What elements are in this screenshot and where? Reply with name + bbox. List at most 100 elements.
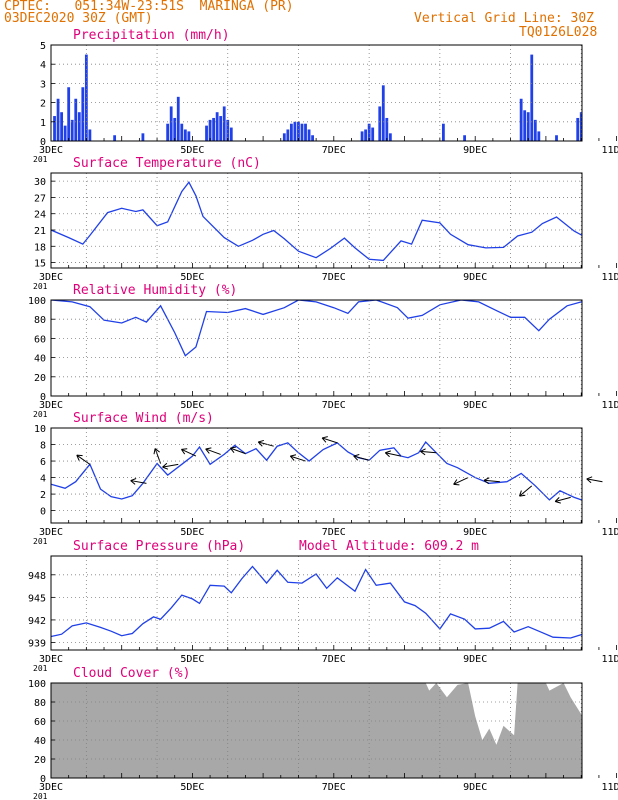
precip-bar [183, 129, 187, 141]
precip-bar [63, 125, 67, 141]
precip-bar [364, 129, 368, 141]
precip-bar [53, 116, 56, 141]
y-tick-label: 80 [34, 698, 46, 709]
x-tick-label: 11DEC [602, 527, 618, 538]
y-tick-label: 18 [34, 242, 46, 253]
precip-bar [590, 128, 593, 141]
precip-bar [293, 121, 297, 141]
x-tick-label: 9DEC [463, 145, 487, 156]
precip-bar [113, 135, 117, 141]
header-date: 03DEC2020 30Z (GMT) [4, 11, 153, 26]
x-year-label: 201 [33, 664, 48, 673]
x-tick-label: 9DEC [463, 654, 487, 665]
precip-bar [74, 98, 78, 141]
precip-bar [367, 123, 371, 141]
precip-bar [81, 87, 85, 141]
frame [50, 172, 583, 269]
precip-bar [385, 117, 389, 141]
panel-precip: 0123453DEC5DEC7DEC9DEC11DEC13DEC15DEC17D… [33, 28, 618, 164]
x-tick-label: 11DEC [602, 272, 618, 283]
precip-bar [555, 135, 558, 141]
panel-temp: 1518212427303DEC5DEC7DEC9DEC11DEC13DEC15… [33, 156, 618, 291]
precip-bar [180, 123, 184, 141]
x-tick-label: 5DEC [180, 400, 204, 411]
x-tick-label: 11DEC [602, 400, 618, 411]
wind-line [51, 440, 582, 501]
y-tick-label: 24 [34, 210, 46, 221]
y-tick-label: 948 [28, 571, 46, 582]
y-tick-label: 4 [40, 60, 46, 71]
header-grid-note: Vertical Grid Line: 30Z [414, 11, 595, 26]
y-tick-label: 942 [28, 616, 46, 627]
x-tick-label: 11DEC [602, 145, 618, 156]
wind-arrow [384, 450, 402, 458]
precip-bar [88, 129, 92, 141]
rh-line [51, 300, 582, 357]
header-station: CPTEC: 051:34W-23:51S MARINGA (PR) [4, 0, 294, 14]
precip-bar [463, 135, 466, 141]
precip-bar [533, 119, 537, 141]
precip-bar [208, 119, 212, 141]
pres-line [51, 565, 582, 639]
wind-arrow [483, 477, 500, 485]
x-tick-label: 3DEC [39, 145, 63, 156]
y-tick-label: 100 [28, 296, 46, 307]
y-tick-label: 0 [40, 137, 46, 148]
precip-bar [212, 117, 216, 141]
temp-line [51, 180, 582, 262]
wind-arrow [205, 447, 221, 455]
precip-bar [205, 125, 208, 141]
precip-bar [222, 106, 226, 141]
x-tick-label: 3DEC [39, 527, 63, 538]
precip-bar [371, 127, 375, 141]
panel-cloud: 0204060801003DEC5DEC7DEC9DEC11DEC13DEC15… [28, 666, 618, 800]
panel-rh: 0204060801003DEC5DEC7DEC9DEC11DEC13DEC15… [28, 283, 618, 419]
y-tick-label: 2 [40, 490, 46, 501]
y-tick-label: 0 [40, 774, 46, 785]
y-tick-label: 6 [40, 457, 46, 468]
precip-bar [381, 85, 385, 141]
x-tick-label: 7DEC [322, 782, 346, 793]
precip-bar [77, 112, 81, 141]
precip-bar [594, 129, 597, 141]
x-year-label: 201 [33, 155, 48, 164]
header-run-id: TQ0126L028 [519, 25, 598, 40]
frame [50, 44, 583, 142]
precip-bar [378, 106, 382, 141]
precip-bar [173, 117, 177, 141]
panel-wind: 02468103DEC5DEC7DEC9DEC11DEC13DEC15DEC17… [33, 411, 618, 546]
precip-bar [523, 110, 527, 141]
y-tick-label: 21 [34, 226, 46, 237]
wind-arrow [76, 454, 91, 465]
x-tick-label: 5DEC [180, 782, 204, 793]
precip-bar [583, 122, 586, 141]
y-tick-label: 3 [40, 79, 46, 90]
y-tick-label: 100 [28, 679, 46, 690]
x-tick-label: 3DEC [39, 782, 63, 793]
x-tick-label: 3DEC [39, 654, 63, 665]
x-year-label: 201 [33, 410, 48, 419]
y-tick-label: 939 [28, 638, 46, 649]
precip-bar [388, 133, 392, 141]
y-tick-label: 0 [40, 392, 46, 403]
x-tick-label: 11DEC [602, 654, 618, 665]
y-tick-label: 60 [34, 334, 46, 345]
precip-bar [215, 112, 219, 141]
precip-bar [56, 98, 60, 141]
plot-area-wind [51, 440, 582, 501]
precip-bar [441, 123, 445, 141]
precip-bar [300, 123, 304, 141]
precip-bar [70, 119, 74, 141]
precip-bar [587, 124, 590, 141]
panel-title: Precipitation (mm/h) [73, 28, 230, 43]
x-tick-label: 11DEC [602, 782, 618, 793]
y-tick-label: 20 [34, 755, 46, 766]
x-tick-label: 7DEC [322, 272, 346, 283]
precip-bar [226, 119, 230, 141]
precip-bar [166, 123, 170, 141]
x-year-label: 201 [33, 282, 48, 291]
plot-area-temp [51, 180, 582, 262]
x-tick-label: 5DEC [180, 272, 204, 283]
y-tick-label: 5 [40, 41, 46, 52]
wind-arrow [586, 476, 603, 484]
